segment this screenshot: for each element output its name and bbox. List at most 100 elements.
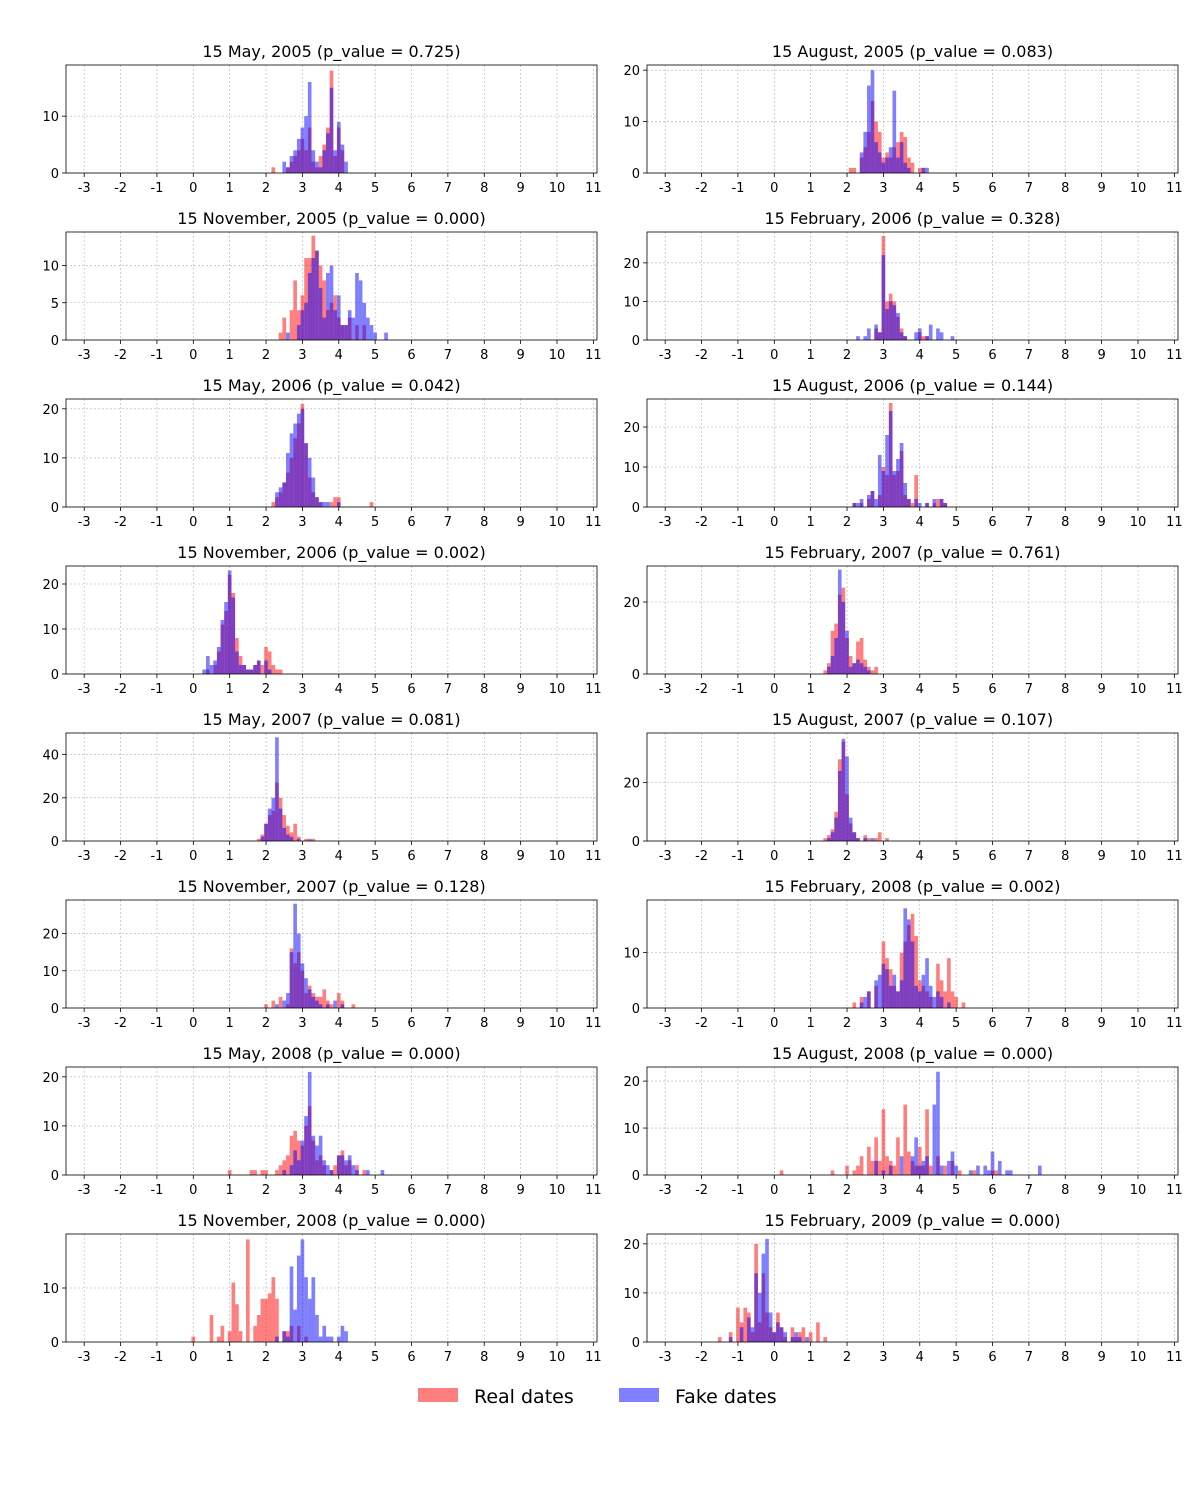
y-tick-label: 20 <box>623 257 640 272</box>
x-tick-label: 6 <box>988 515 996 530</box>
x-tick-label: 3 <box>298 1183 306 1198</box>
fake-dates-bar <box>336 1155 341 1175</box>
histogram-panel: -3 -2 -1 0 1 2 3 4 5 6 7 8 9 10 11 0 10 15 November, 2008… <box>42 1211 601 1365</box>
y-tick-label: 20 <box>42 928 59 943</box>
x-tick-label: 9 <box>1097 348 1105 363</box>
fake-dates-bar <box>322 1325 327 1342</box>
x-tick-label: 7 <box>1025 1350 1033 1365</box>
real-dates-bar <box>336 993 341 1008</box>
x-tick-label: -1 <box>150 849 163 864</box>
real-dates-bar <box>943 991 948 1008</box>
x-tick-label: 4 <box>916 515 924 530</box>
y-tick-label: 0 <box>632 167 640 182</box>
fake-dates-bar <box>797 1337 802 1342</box>
x-tick-label: -2 <box>114 1016 127 1031</box>
fake-dates-bar <box>206 656 210 674</box>
fake-dates-bar <box>863 838 868 841</box>
fake-dates-bar <box>848 666 853 674</box>
real-dates-bar <box>231 1282 236 1342</box>
x-tick-label: 0 <box>770 515 778 530</box>
real-dates-bar <box>318 996 323 1008</box>
x-tick-label: 10 <box>549 1183 566 1198</box>
x-tick-label: 6 <box>407 1183 415 1198</box>
x-tick-label: 9 <box>516 849 524 864</box>
y-tick-label: 0 <box>632 1336 640 1351</box>
fake-dates-bar <box>907 919 911 1008</box>
x-tick-label: 11 <box>585 348 602 363</box>
fake-dates-bar <box>380 1170 385 1175</box>
x-tick-label: -2 <box>695 849 708 864</box>
x-tick-label: -3 <box>78 181 91 196</box>
fake-dates-bar <box>329 1336 334 1342</box>
real-dates-bar <box>304 258 308 340</box>
fake-dates-bar <box>877 455 882 507</box>
fake-dates-bar <box>881 1170 886 1175</box>
x-tick-label: -2 <box>695 1183 708 1198</box>
fake-dates-bar <box>300 1239 305 1342</box>
real-dates-bar <box>260 1170 265 1175</box>
x-tick-label: 1 <box>226 1350 234 1365</box>
x-tick-label: 3 <box>879 1183 887 1198</box>
y-tick-label: 10 <box>42 965 59 980</box>
real-dates-bar <box>329 1004 334 1008</box>
x-tick-label: 11 <box>585 515 602 530</box>
fake-dates-bar <box>286 332 290 340</box>
fake-dates-bar <box>300 127 305 173</box>
fake-dates-bar <box>903 336 908 340</box>
x-tick-label: -3 <box>659 1183 672 1198</box>
panel-title: 15 February, 2008 (p_value = 0.002) <box>764 877 1060 897</box>
real-dates-bar <box>216 1336 221 1342</box>
x-tick-label: 0 <box>189 515 197 530</box>
x-tick-label: -1 <box>731 515 744 530</box>
real-dates-bar <box>903 137 908 173</box>
fake-dates-bar <box>867 328 871 340</box>
x-tick-label: 2 <box>262 849 270 864</box>
y-tick-label: 20 <box>623 777 640 792</box>
fake-dates-bar <box>903 908 908 1008</box>
fake-dates-bar <box>351 1165 356 1175</box>
real-dates-bar <box>852 1002 857 1008</box>
panel-title: 15 November, 2005 (p_value = 0.000) <box>177 209 485 229</box>
real-dates-bar <box>227 1170 232 1175</box>
real-dates-bar <box>885 838 889 841</box>
fake-dates-bar <box>867 85 871 173</box>
x-tick-label: 11 <box>585 1183 602 1198</box>
fake-dates-bar <box>296 1160 301 1175</box>
legend-real-swatch <box>418 1388 458 1402</box>
fake-dates-bar <box>1005 1170 1009 1175</box>
x-tick-label: 11 <box>1166 1183 1183 1198</box>
x-tick-label: 1 <box>807 849 815 864</box>
fake-dates-bar <box>779 1327 784 1342</box>
x-tick-label: 2 <box>843 1016 851 1031</box>
fake-dates-bar <box>344 1160 348 1175</box>
fake-dates-bar <box>852 663 857 674</box>
y-tick-label: 20 <box>623 1238 640 1253</box>
x-tick-label: 6 <box>988 348 996 363</box>
x-tick-label: 3 <box>879 1350 887 1365</box>
x-tick-label: 6 <box>407 1016 415 1031</box>
x-tick-label: 1 <box>807 1350 815 1365</box>
histogram-panel: -3 -2 -1 0 1 2 3 4 5 6 7 8 9 10 11 0 20 40 15 May, 2007 (p… <box>42 710 601 864</box>
fake-dates-bar <box>776 1322 780 1342</box>
x-tick-label: 9 <box>1097 1350 1105 1365</box>
x-tick-label: -1 <box>731 1016 744 1031</box>
real-dates-bar <box>808 1332 813 1342</box>
x-tick-label: 7 <box>444 682 452 697</box>
real-dates-bar <box>845 1165 849 1175</box>
real-dates-bar <box>275 669 279 674</box>
y-tick-label: 20 <box>623 596 640 611</box>
x-tick-label: 7 <box>444 1350 452 1365</box>
fake-dates-bar <box>300 408 305 507</box>
x-tick-label: 11 <box>585 181 602 196</box>
fake-dates-bar <box>888 1165 893 1175</box>
y-tick-label: 0 <box>51 1169 59 1184</box>
real-dates-bar <box>238 1331 243 1342</box>
x-tick-label: 11 <box>1166 1016 1183 1031</box>
y-tick-label: 0 <box>632 835 640 850</box>
x-tick-label: 9 <box>1097 515 1105 530</box>
fake-dates-bar <box>260 836 265 841</box>
fake-dates-bar <box>304 116 308 173</box>
histogram-panel: -3 -2 -1 0 1 2 3 4 5 6 7 8 9 10 11 0 10 20 15 February, 20… <box>623 1211 1182 1365</box>
x-tick-label: 5 <box>952 181 960 196</box>
fake-dates-bar <box>289 1266 294 1342</box>
